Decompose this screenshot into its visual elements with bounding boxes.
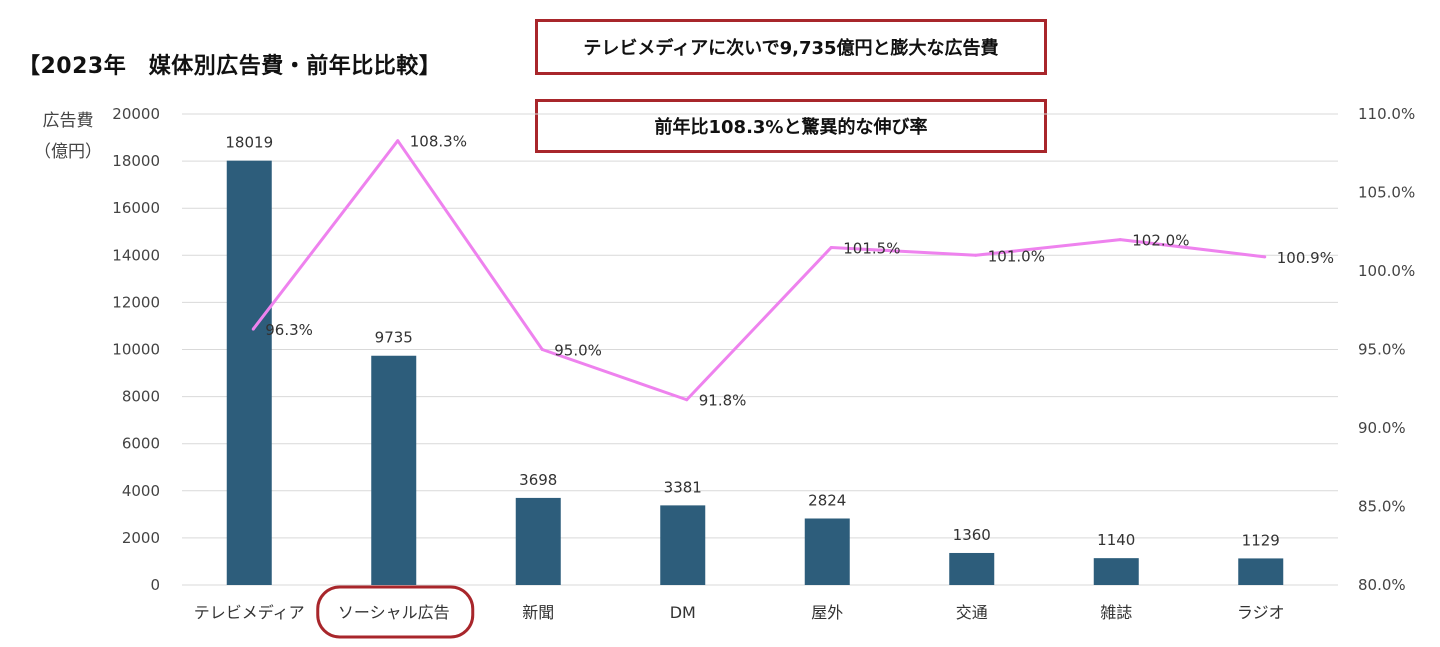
y-tick-label: 10000 [112,341,160,359]
bar [949,552,995,585]
y-axis-label: 広告費 （億円） [34,106,102,168]
bar [660,505,706,585]
category-label: DM [670,603,696,622]
y-tick-label: 6000 [122,435,160,453]
line-value-label: 91.8% [699,392,747,410]
category-label: 新聞 [522,603,554,622]
bar-value-label: 1129 [1242,531,1280,549]
bar-value-label: 1140 [1097,531,1135,549]
y-tick-label: 8000 [122,388,160,406]
category-label: 屋外 [811,603,843,622]
bar-value-label: 9735 [375,329,413,347]
chart-title: 【2023年 媒体別広告費・前年比比較】 [18,54,442,79]
y-axis-label-line-1: 広告費 [42,111,94,131]
bar-value-label: 2824 [808,491,846,509]
line-point [974,253,978,257]
line-point [251,327,255,331]
category-label: ラジオ [1237,603,1285,622]
callout-growth-rate: 前年比108.3%と驚異的な伸び率 [535,99,1047,153]
line-point [396,139,400,143]
bar [804,518,850,585]
bar-value-label: 3381 [664,478,702,496]
category-label: 交通 [956,603,988,622]
category-label: テレビメディア [194,603,305,622]
line-point [540,348,544,351]
y-tick-label: 18000 [112,152,160,170]
category-label: 雑誌 [1100,603,1132,622]
bar-value-label: 3698 [519,471,557,489]
bar [226,160,272,585]
y-tick-label: 20000 [112,105,160,123]
y2-tick-label: 80.0% [1358,576,1406,594]
y2-tick-label: 95.0% [1358,341,1406,359]
bar-value-label: 18019 [225,134,273,152]
y-tick-label: 12000 [112,293,160,311]
y2-tick-label: 85.0% [1358,498,1406,516]
category-highlight [316,585,475,639]
y-tick-label: 16000 [112,199,160,217]
line-value-label: 96.3% [265,321,313,339]
category-label: ソーシャル広告 [338,603,450,622]
y-axis-label-line-2: （億円） [34,142,102,162]
line-value-label: 100.9% [1277,249,1334,267]
line-value-label: 95.0% [554,342,602,360]
y-tick-label: 0 [150,576,160,594]
line-value-label: 102.0% [1132,232,1189,250]
bar-value-label: 1360 [953,526,991,544]
bar [515,497,561,585]
callout-ad-spend: テレビメディアに次いで9,735億円と膨大な広告費 [535,19,1047,75]
line-value-label: 108.3% [410,133,467,151]
bar [371,355,417,585]
line-point [1118,238,1122,242]
y-tick-label: 4000 [122,482,160,500]
bar [1238,558,1284,585]
line-point [685,398,689,402]
y2-tick-label: 105.0% [1358,184,1415,202]
bar [1093,558,1139,585]
line-value-label: 101.0% [988,247,1045,265]
y-tick-label: 14000 [112,246,160,264]
line-value-label: 101.5% [843,239,900,257]
line-point [1263,255,1267,259]
y2-tick-label: 110.0% [1358,105,1415,123]
y2-tick-label: 90.0% [1358,419,1406,437]
growth-line [252,139,1265,402]
line-point [829,245,833,249]
y-tick-label: 2000 [122,529,160,547]
y2-tick-label: 100.0% [1358,262,1415,280]
